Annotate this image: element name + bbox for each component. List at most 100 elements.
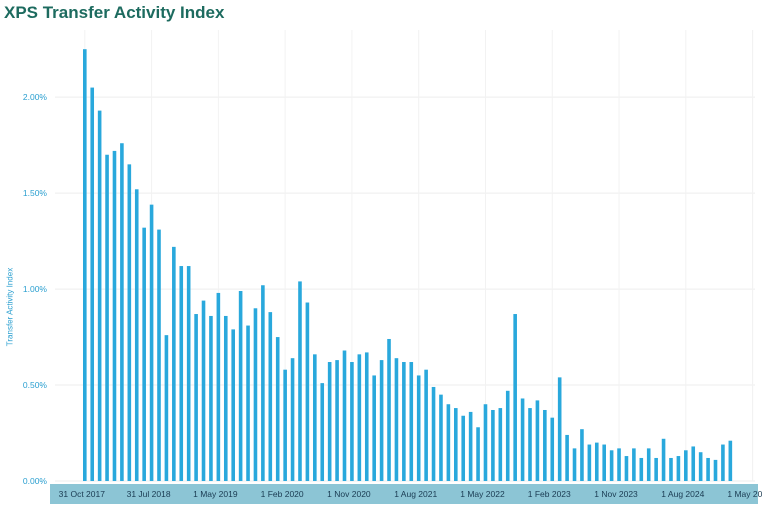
x-tick-label: 1 May 2025: [727, 489, 762, 499]
bar: [594, 442, 599, 481]
bar: [617, 448, 621, 481]
bar: [698, 452, 703, 481]
bar: [201, 300, 206, 481]
bar: [535, 400, 540, 481]
x-tick-label: 31 Jul 2018: [127, 489, 171, 499]
bar: [498, 408, 503, 481]
bar: [632, 448, 636, 481]
bar: [231, 329, 235, 481]
bar: [654, 457, 658, 481]
bar: [669, 457, 673, 481]
bar: [305, 302, 310, 481]
bar: [528, 408, 532, 481]
bar: [550, 417, 555, 481]
bar: [446, 404, 451, 481]
bar: [105, 154, 109, 481]
bar: [372, 375, 376, 481]
bar: [327, 362, 332, 481]
bar: [520, 398, 525, 481]
bar: [142, 227, 146, 481]
y-tick-label: 0.50%: [23, 380, 48, 390]
bar: [483, 404, 488, 481]
bar: [97, 110, 102, 482]
y-tick-label: 1.50%: [23, 188, 48, 198]
bar: [661, 438, 666, 481]
x-tick-label: 1 Feb 2020: [261, 489, 304, 499]
bar: [164, 335, 169, 481]
bar: [491, 409, 495, 481]
bar: [364, 352, 369, 481]
bar: [424, 369, 428, 481]
bar: [394, 358, 399, 481]
bar: [149, 204, 154, 481]
bars: [83, 49, 733, 482]
bar: [706, 457, 710, 481]
bar: [120, 143, 124, 481]
bar: [402, 362, 406, 481]
bar: [684, 450, 688, 481]
bar: [431, 386, 436, 481]
bar: [713, 459, 718, 481]
y-tick-label: 0.00%: [23, 476, 48, 486]
bar: [379, 360, 384, 481]
bar: [313, 354, 317, 481]
bar: [290, 358, 295, 481]
bar: [646, 448, 651, 481]
bar: [587, 444, 592, 481]
bar: [691, 446, 696, 481]
bar: [357, 354, 362, 481]
bar: [543, 409, 547, 481]
bar: [505, 390, 510, 481]
bar: [454, 408, 458, 481]
bar: [216, 292, 221, 481]
bar: [728, 440, 733, 481]
bar: [461, 415, 466, 481]
y-tick-label: 2.00%: [23, 92, 48, 102]
bar: [246, 325, 250, 481]
bar: [268, 312, 273, 481]
bar: [676, 456, 681, 481]
bar: [134, 189, 139, 481]
bar: [350, 362, 354, 481]
x-tick-label: 1 Aug 2024: [661, 489, 704, 499]
y-tick-label: 1.00%: [23, 284, 48, 294]
bar: [602, 444, 606, 481]
bar: [186, 266, 191, 481]
bar: [439, 394, 443, 481]
bar: [179, 266, 184, 481]
x-tick-label: 1 May 2022: [460, 489, 505, 499]
bar: [557, 377, 562, 481]
x-tick-label: 1 Feb 2023: [528, 489, 571, 499]
bar: [157, 229, 161, 481]
bar: [112, 150, 117, 482]
bar: [223, 315, 228, 481]
x-tick-labels: 31 Oct 2017 31 Jul 2018 1 May 2019 1 Feb 20…: [59, 489, 762, 499]
x-tick-label: 1 Nov 2020: [327, 489, 371, 499]
bar: [387, 338, 391, 481]
bar: [409, 362, 414, 481]
bar: [275, 337, 280, 481]
bar: [513, 314, 517, 481]
bar: [580, 429, 584, 481]
bar: [283, 369, 287, 481]
x-tick-label: 1 Nov 2023: [594, 489, 638, 499]
bar: [320, 383, 325, 481]
bar: [83, 49, 87, 481]
bar: [572, 448, 577, 481]
bar: [565, 434, 569, 481]
bar: [609, 450, 614, 481]
bar: [238, 291, 243, 481]
bar: [416, 375, 421, 481]
bar: [90, 87, 95, 482]
bar: [172, 246, 176, 481]
bar: [253, 308, 258, 481]
x-tick-label: 31 Oct 2017: [59, 489, 106, 499]
chart-title: XPS Transfer Activity Index: [4, 3, 225, 22]
bar: [476, 427, 480, 481]
bar: [335, 360, 339, 481]
y-tick-labels: 0.00% 0.50% 1.00% 1.50% 2.00%: [23, 92, 48, 486]
bar: [298, 281, 302, 481]
bar: [342, 350, 347, 481]
bar: [639, 457, 644, 481]
